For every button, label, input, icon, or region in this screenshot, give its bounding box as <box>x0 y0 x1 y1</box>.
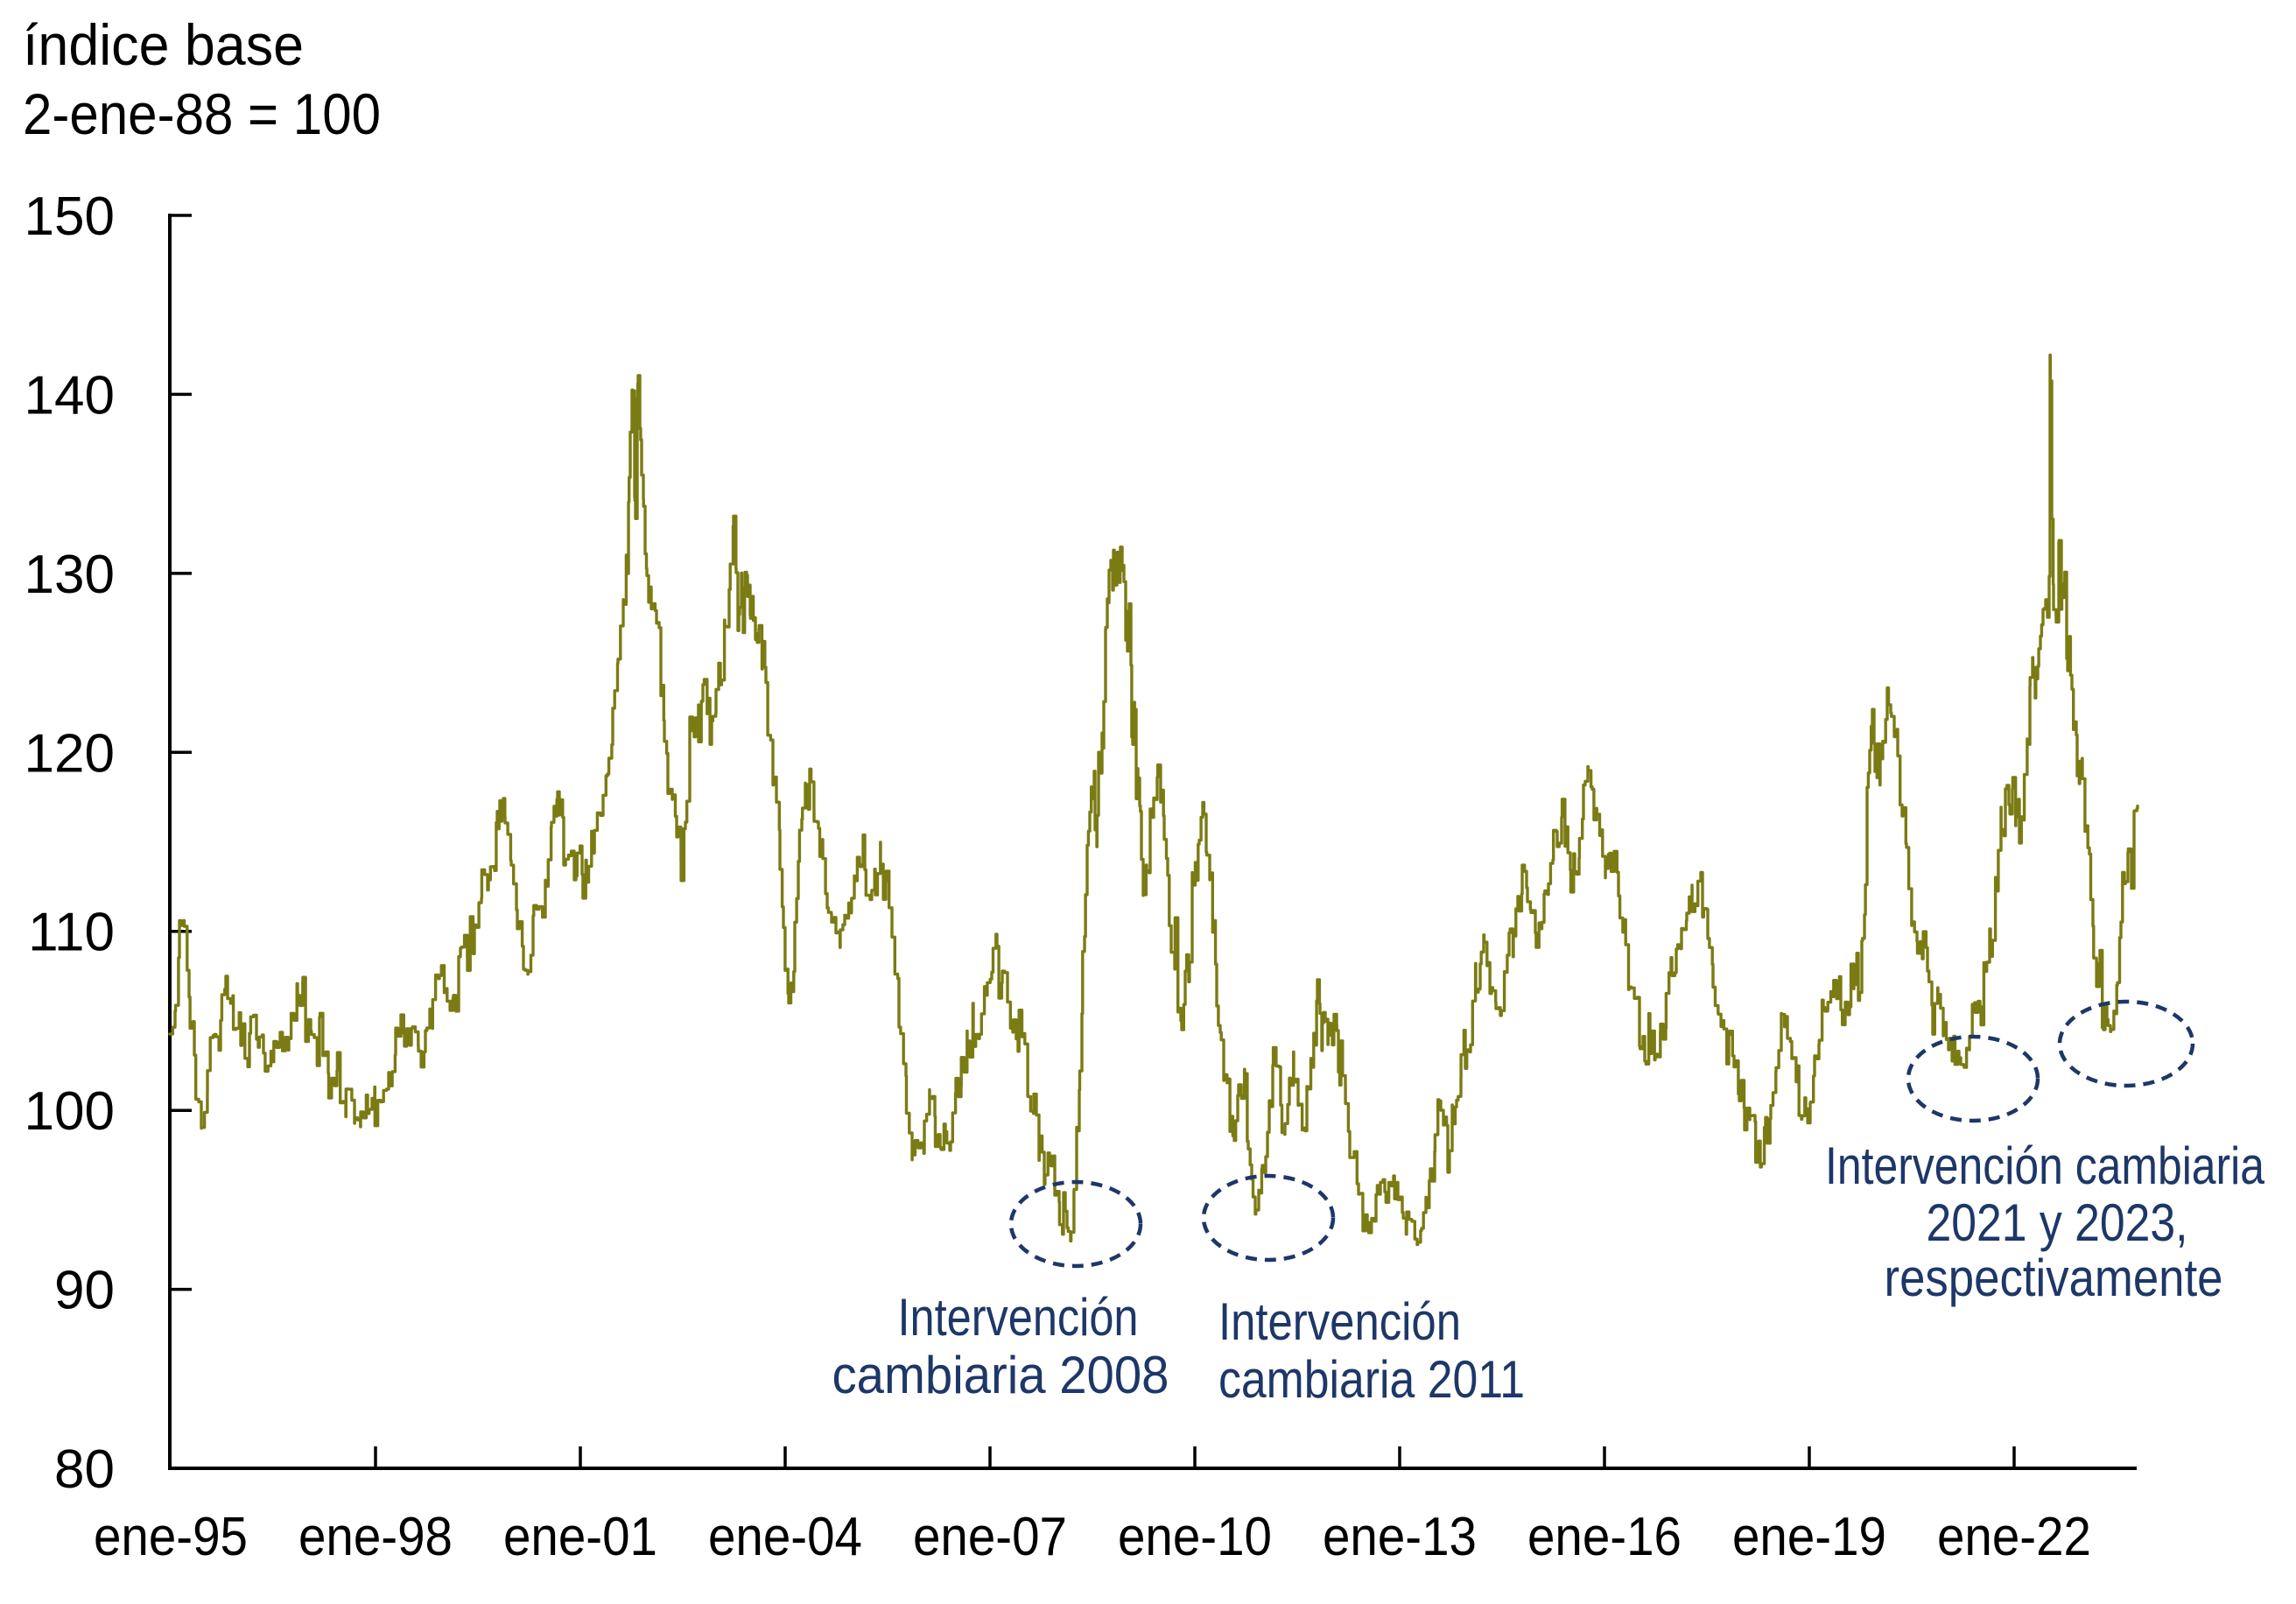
svg-text:90: 90 <box>54 1261 115 1321</box>
svg-text:2021 y 2023,: 2021 y 2023, <box>1927 1193 2188 1252</box>
svg-text:respectivamente: respectivamente <box>1885 1249 2223 1307</box>
svg-text:ene-01: ene-01 <box>503 1507 657 1567</box>
svg-text:130: 130 <box>25 545 115 605</box>
svg-text:ene-98: ene-98 <box>298 1507 453 1567</box>
svg-text:Intervención: Intervención <box>898 1288 1139 1347</box>
svg-text:100: 100 <box>25 1081 115 1142</box>
svg-text:cambiaria 2008: cambiaria 2008 <box>832 1346 1169 1404</box>
svg-text:Intervención cambiaria: Intervención cambiaria <box>1825 1136 2265 1195</box>
svg-text:ene-16: ene-16 <box>1527 1507 1682 1567</box>
svg-text:80: 80 <box>54 1439 115 1500</box>
svg-text:ene-07: ene-07 <box>913 1507 1067 1567</box>
svg-text:ene-22: ene-22 <box>1937 1507 2091 1567</box>
svg-text:ene-10: ene-10 <box>1118 1507 1272 1567</box>
svg-text:120: 120 <box>25 723 115 784</box>
svg-text:cambiaria 2011: cambiaria 2011 <box>1218 1350 1525 1409</box>
svg-text:140: 140 <box>25 365 115 426</box>
svg-text:índice base: índice base <box>23 12 304 77</box>
svg-text:2-ene-88 = 100: 2-ene-88 = 100 <box>23 81 381 146</box>
svg-text:ene-13: ene-13 <box>1323 1507 1477 1567</box>
svg-text:ene-04: ene-04 <box>708 1507 862 1567</box>
svg-text:150: 150 <box>25 186 115 247</box>
svg-text:ene-19: ene-19 <box>1732 1507 1886 1567</box>
svg-text:110: 110 <box>28 903 115 963</box>
svg-text:ene-95: ene-95 <box>94 1507 248 1567</box>
svg-text:Intervención: Intervención <box>1218 1292 1461 1351</box>
